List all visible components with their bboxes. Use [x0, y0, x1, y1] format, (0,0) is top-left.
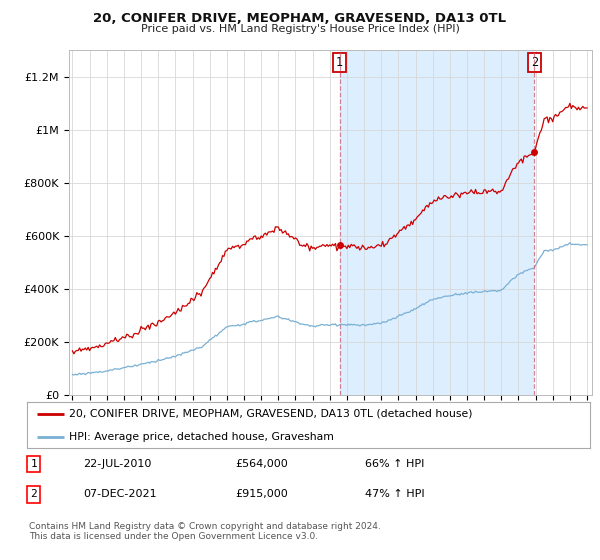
Text: 2: 2 [31, 489, 37, 500]
Text: 1: 1 [31, 459, 37, 469]
Text: Price paid vs. HM Land Registry's House Price Index (HPI): Price paid vs. HM Land Registry's House … [140, 24, 460, 34]
Text: 2: 2 [530, 55, 538, 68]
Text: 20, CONIFER DRIVE, MEOPHAM, GRAVESEND, DA13 0TL (detached house): 20, CONIFER DRIVE, MEOPHAM, GRAVESEND, D… [69, 409, 473, 418]
Text: 22-JUL-2010: 22-JUL-2010 [83, 459, 152, 469]
Text: 66% ↑ HPI: 66% ↑ HPI [365, 459, 424, 469]
Bar [340, 50, 534, 395]
Text: £915,000: £915,000 [235, 489, 288, 500]
Text: 47% ↑ HPI: 47% ↑ HPI [365, 489, 424, 500]
Text: 20, CONIFER DRIVE, MEOPHAM, GRAVESEND, DA13 0TL: 20, CONIFER DRIVE, MEOPHAM, GRAVESEND, D… [94, 12, 506, 25]
Text: HPI: Average price, detached house, Gravesham: HPI: Average price, detached house, Grav… [69, 432, 334, 441]
Text: £564,000: £564,000 [235, 459, 288, 469]
Text: 07-DEC-2021: 07-DEC-2021 [83, 489, 157, 500]
Text: Contains HM Land Registry data © Crown copyright and database right 2024.
This d: Contains HM Land Registry data © Crown c… [29, 522, 380, 542]
Text: 1: 1 [336, 55, 343, 68]
